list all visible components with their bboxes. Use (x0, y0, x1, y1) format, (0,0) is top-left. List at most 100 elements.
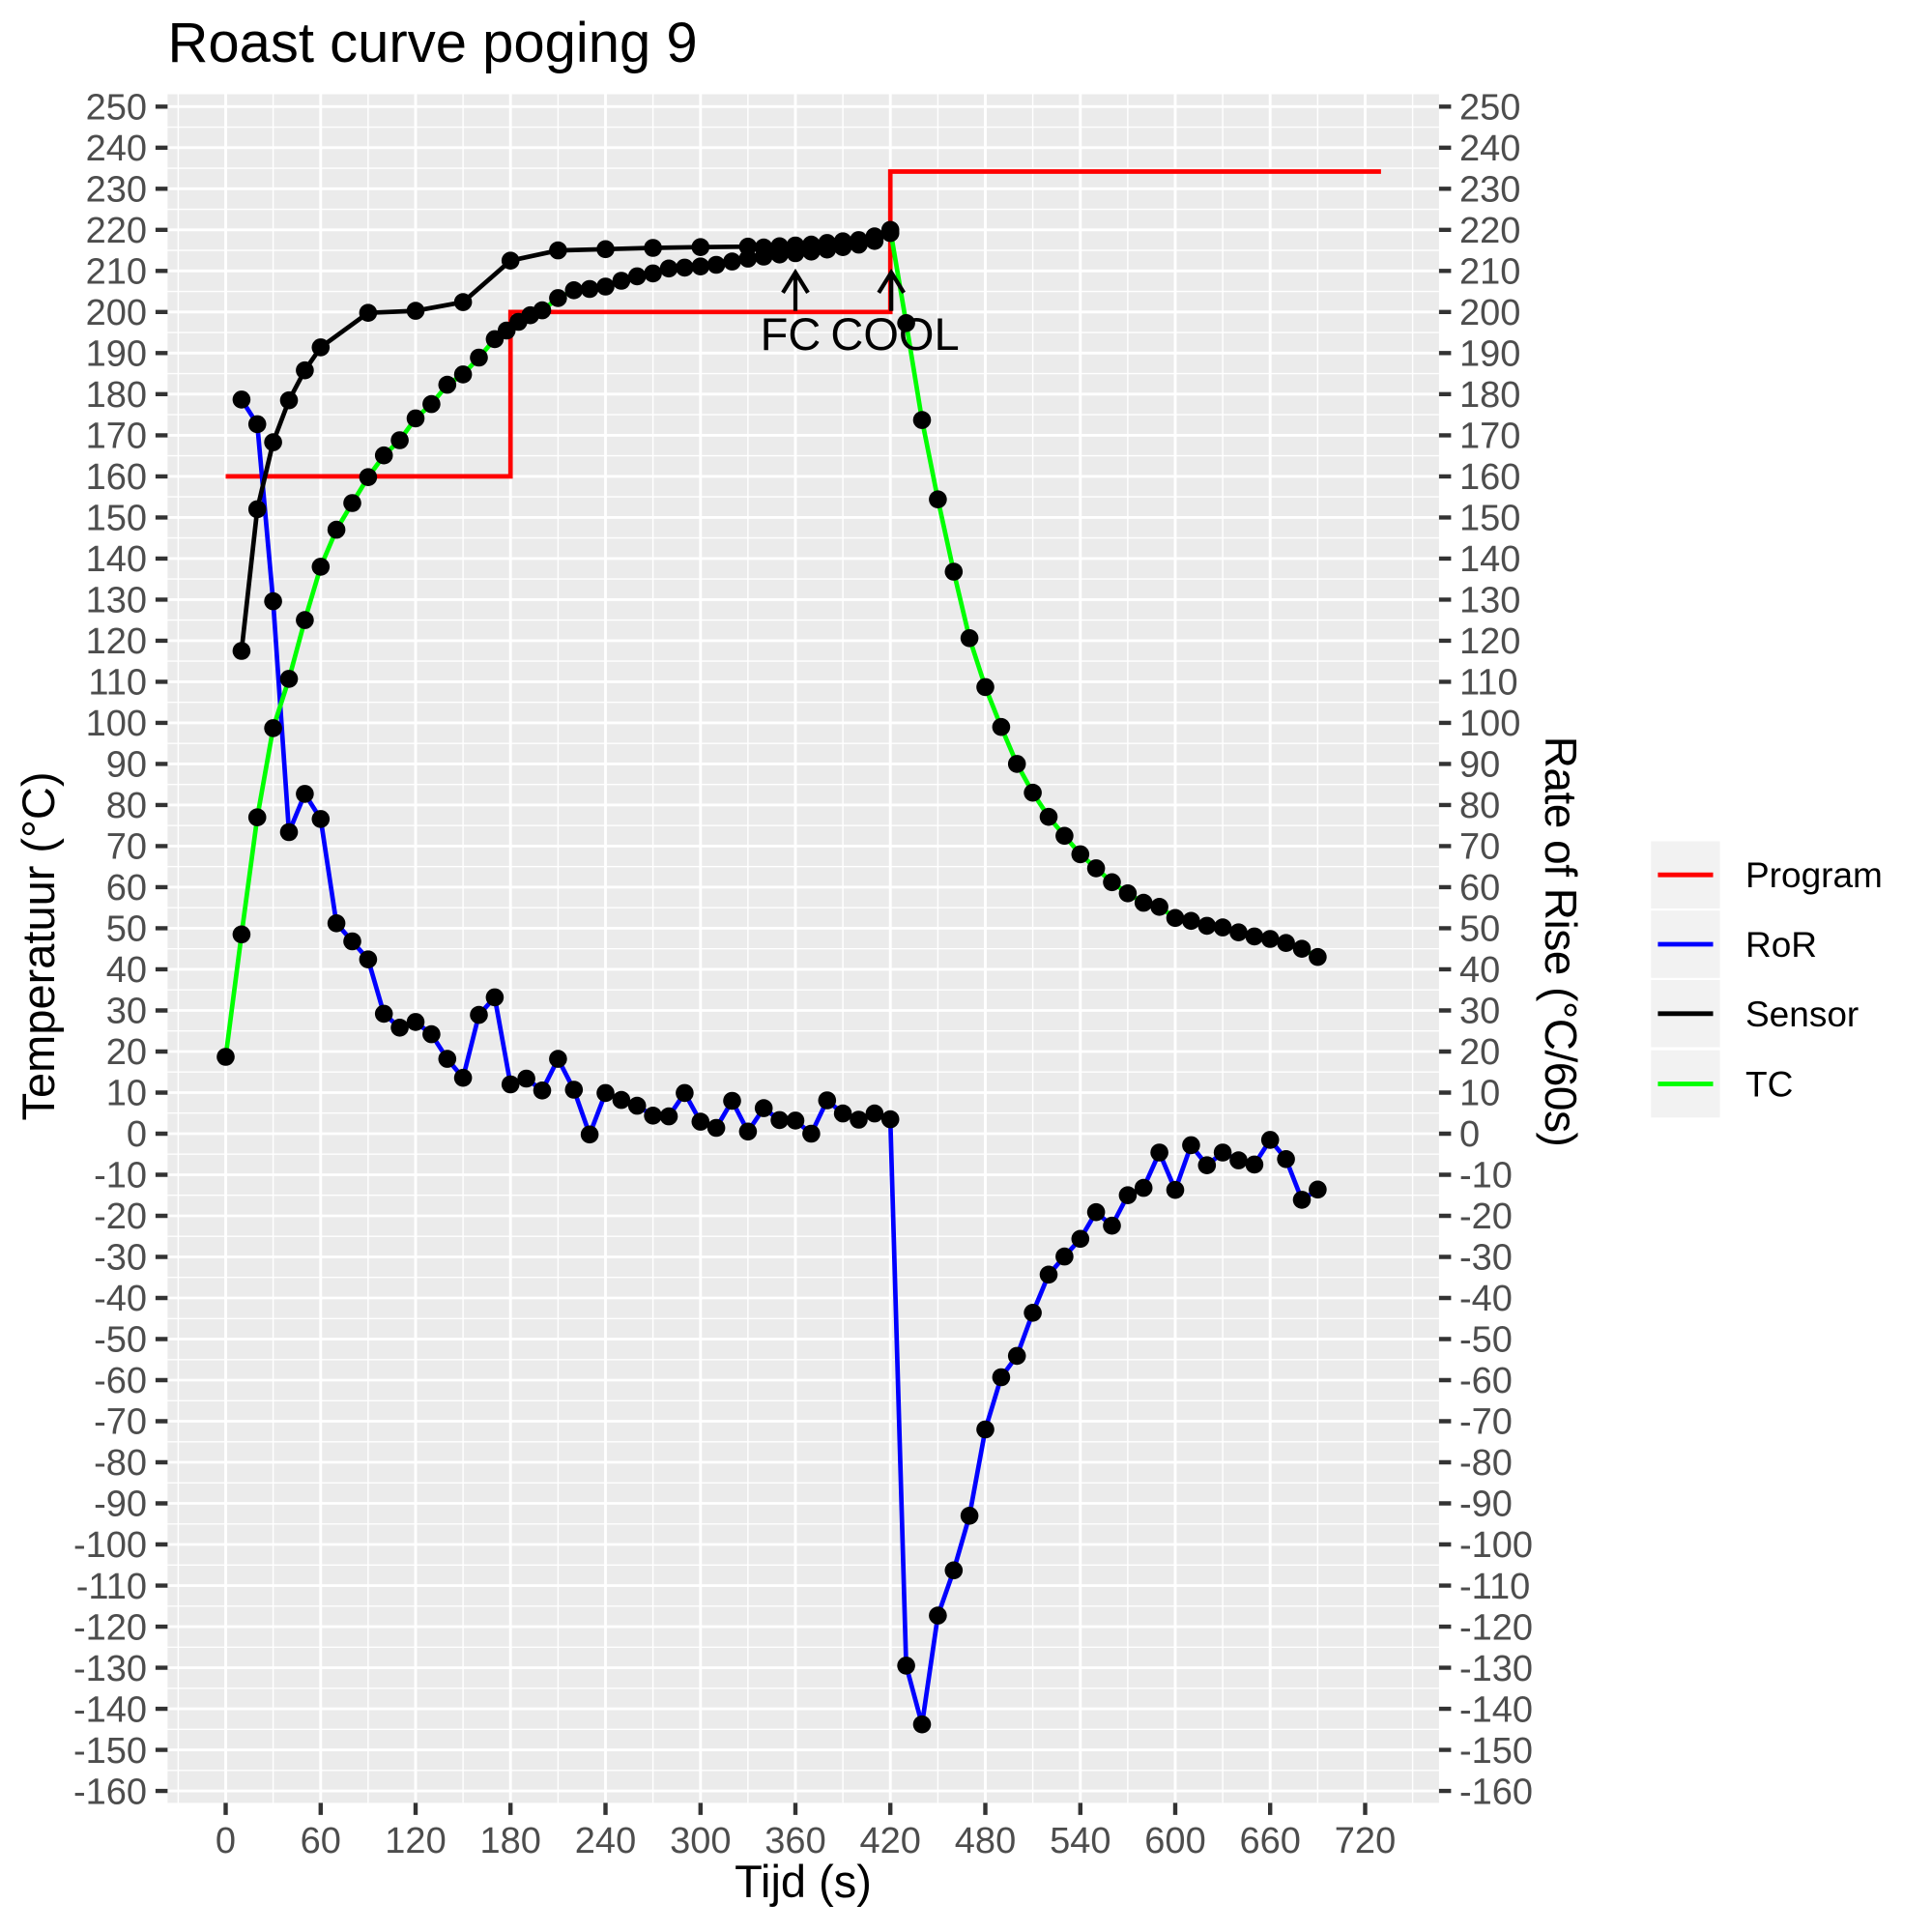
svg-text:-90: -90 (1459, 1485, 1513, 1525)
svg-text:-60: -60 (1459, 1361, 1513, 1401)
svg-text:-100: -100 (73, 1525, 147, 1566)
svg-text:10: 10 (106, 1074, 147, 1114)
svg-text:80: 80 (106, 786, 147, 826)
svg-text:220: 220 (1459, 211, 1520, 251)
svg-text:180: 180 (86, 375, 147, 416)
svg-text:-110: -110 (76, 1567, 147, 1607)
svg-text:-80: -80 (94, 1443, 147, 1484)
svg-text:80: 80 (1459, 786, 1500, 826)
svg-text:160: 160 (86, 457, 147, 498)
svg-text:250: 250 (86, 88, 147, 129)
svg-text:10: 10 (1459, 1074, 1500, 1114)
svg-text:-40: -40 (94, 1279, 147, 1319)
svg-text:-50: -50 (1459, 1320, 1513, 1361)
svg-text:230: 230 (1459, 170, 1520, 211)
svg-text:600: 600 (1144, 1821, 1205, 1861)
svg-text:Sensor: Sensor (1745, 995, 1859, 1034)
svg-text:230: 230 (86, 170, 147, 211)
svg-text:170: 170 (1459, 417, 1520, 457)
svg-text:240: 240 (575, 1821, 636, 1861)
svg-text:540: 540 (1050, 1821, 1110, 1861)
svg-text:180: 180 (1459, 375, 1520, 416)
svg-text:200: 200 (86, 293, 147, 333)
svg-text:60: 60 (1459, 868, 1500, 908)
svg-text:100: 100 (86, 704, 147, 744)
svg-text:-140: -140 (1459, 1689, 1533, 1730)
svg-text:0: 0 (127, 1114, 147, 1155)
svg-text:140: 140 (86, 539, 147, 580)
svg-text:120: 120 (385, 1821, 446, 1861)
svg-text:170: 170 (86, 417, 147, 457)
svg-text:480: 480 (955, 1821, 1016, 1861)
svg-text:90: 90 (106, 745, 147, 786)
svg-text:-10: -10 (94, 1156, 147, 1197)
svg-text:-120: -120 (1459, 1607, 1533, 1648)
svg-text:-120: -120 (73, 1607, 147, 1648)
svg-text:150: 150 (86, 499, 147, 539)
svg-text:-40: -40 (1459, 1279, 1513, 1319)
svg-text:Temperatuur (°C): Temperatuur (°C) (13, 772, 64, 1121)
svg-text:20: 20 (106, 1032, 147, 1073)
svg-text:-60: -60 (94, 1361, 147, 1401)
svg-text:-130: -130 (73, 1649, 147, 1689)
svg-text:-30: -30 (1459, 1238, 1513, 1279)
svg-text:40: 40 (1459, 950, 1500, 991)
svg-text:60: 60 (106, 868, 147, 908)
svg-text:150: 150 (1459, 499, 1520, 539)
svg-text:210: 210 (86, 252, 147, 293)
svg-text:70: 70 (1459, 827, 1500, 868)
svg-text:-30: -30 (94, 1238, 147, 1279)
svg-text:240: 240 (1459, 129, 1520, 169)
svg-text:-50: -50 (94, 1320, 147, 1361)
svg-text:190: 190 (86, 334, 147, 375)
svg-text:300: 300 (670, 1821, 731, 1861)
svg-text:250: 250 (1459, 88, 1520, 129)
svg-text:-90: -90 (94, 1485, 147, 1525)
svg-text:30: 30 (1459, 992, 1500, 1032)
svg-text:30: 30 (106, 992, 147, 1032)
svg-text:Tijd (s): Tijd (s) (735, 1856, 872, 1907)
svg-text:120: 120 (1459, 621, 1520, 662)
svg-text:Rate of Rise (°C/60s): Rate of Rise (°C/60s) (1536, 736, 1586, 1147)
svg-text:130: 130 (1459, 581, 1520, 621)
svg-text:360: 360 (764, 1821, 825, 1861)
svg-text:220: 220 (86, 211, 147, 251)
svg-text:420: 420 (859, 1821, 920, 1861)
svg-text:TC: TC (1745, 1065, 1793, 1105)
svg-text:-80: -80 (1459, 1443, 1513, 1484)
svg-text:-140: -140 (73, 1689, 147, 1730)
svg-text:-130: -130 (1459, 1649, 1533, 1689)
svg-text:-70: -70 (1459, 1402, 1513, 1443)
svg-text:110: 110 (88, 663, 147, 704)
svg-text:-100: -100 (1459, 1525, 1533, 1566)
svg-text:60: 60 (301, 1821, 341, 1861)
svg-text:240: 240 (86, 129, 147, 169)
svg-text:140: 140 (1459, 539, 1520, 580)
svg-text:130: 130 (86, 581, 147, 621)
svg-text:90: 90 (1459, 745, 1500, 786)
svg-text:180: 180 (479, 1821, 540, 1861)
svg-text:120: 120 (86, 621, 147, 662)
svg-text:FC: FC (761, 308, 822, 360)
svg-text:-70: -70 (94, 1402, 147, 1443)
svg-text:190: 190 (1459, 334, 1520, 375)
svg-text:50: 50 (106, 909, 147, 950)
svg-text:160: 160 (1459, 457, 1520, 498)
svg-text:110: 110 (1459, 663, 1518, 704)
svg-text:20: 20 (1459, 1032, 1500, 1073)
svg-text:660: 660 (1239, 1821, 1300, 1861)
svg-text:720: 720 (1335, 1821, 1396, 1861)
svg-text:70: 70 (106, 827, 147, 868)
svg-text:0: 0 (1459, 1114, 1480, 1155)
svg-text:-110: -110 (1459, 1567, 1530, 1607)
svg-text:-160: -160 (1459, 1772, 1533, 1812)
svg-text:RoR: RoR (1745, 925, 1817, 965)
svg-text:-10: -10 (1459, 1156, 1513, 1197)
svg-text:40: 40 (106, 950, 147, 991)
svg-text:Roast curve poging 9: Roast curve poging 9 (168, 12, 698, 74)
svg-text:-20: -20 (1459, 1197, 1513, 1237)
svg-text:-160: -160 (73, 1772, 147, 1812)
svg-text:100: 100 (1459, 704, 1520, 744)
svg-text:Program: Program (1745, 855, 1883, 895)
svg-text:0: 0 (216, 1821, 236, 1861)
